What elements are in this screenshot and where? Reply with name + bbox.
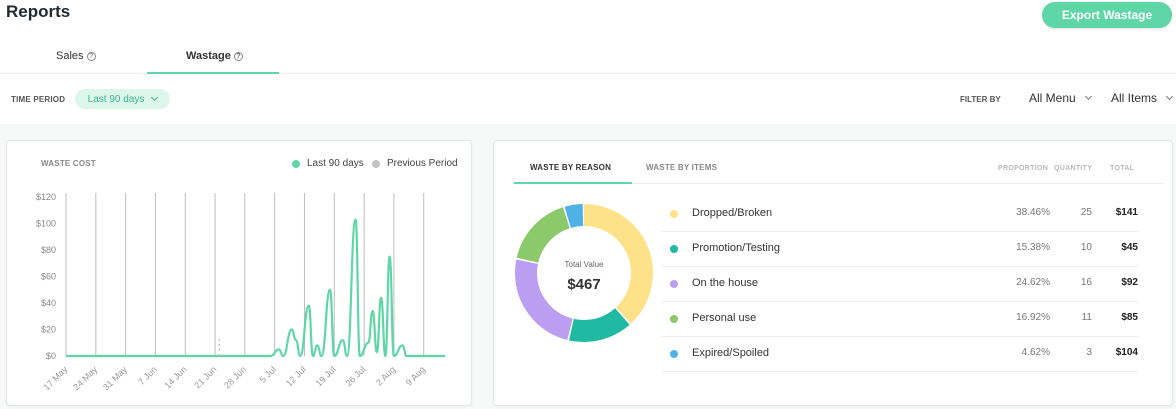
table-row[interactable]: Personal use 16.92% 11 $85	[662, 302, 1138, 337]
x-tick-label: 14 Jun	[162, 364, 188, 390]
tab-sales[interactable]: Sales ?	[56, 50, 96, 62]
menu-filter-value: All Menu	[1029, 91, 1076, 105]
legend-current-label: Last 90 days	[307, 158, 364, 169]
chevron-down-icon	[151, 93, 159, 102]
reason-proportion: 16.92%	[1016, 312, 1050, 323]
series-line-last-90-days	[66, 218, 445, 358]
tab-waste-by-items[interactable]: WASTE BY ITEMS	[646, 163, 718, 172]
active-tab-indicator	[514, 182, 632, 184]
legend-previous-swatch	[372, 159, 380, 168]
help-icon[interactable]: ?	[233, 51, 243, 61]
waste-cost-card: WASTE COST Last 90 days Previous Period …	[6, 140, 472, 406]
y-tick-label: $100	[36, 219, 56, 229]
chevron-down-icon	[1084, 92, 1092, 101]
active-tab-indicator	[147, 72, 279, 74]
filter-by-label: FILTER BY	[960, 95, 1001, 104]
waste-by-reason-card: WASTE BY REASON WASTE BY ITEMS PROPORTIO…	[493, 140, 1173, 406]
reason-proportion: 38.46%	[1016, 207, 1050, 218]
column-header-proportion: PROPORTION	[998, 165, 1049, 172]
waste-cost-title: WASTE COST	[41, 159, 96, 168]
x-tick-label: 9 Aug	[404, 364, 427, 387]
reason-color-swatch	[670, 315, 678, 323]
table-row[interactable]: Dropped/Broken 38.46% 25 $141	[662, 197, 1138, 232]
y-tick-label: $120	[36, 192, 56, 202]
reason-name: Expired/Spoiled	[692, 347, 770, 359]
legend-previous-label: Previous Period	[387, 158, 458, 169]
x-tick-label: 24 May	[71, 364, 99, 392]
reason-name: On the house	[692, 277, 759, 289]
reason-proportion: 15.38%	[1016, 242, 1050, 253]
legend-previous[interactable]: Previous Period	[372, 158, 458, 169]
time-period-value: Last 90 days	[87, 93, 145, 105]
tab-wastage-label: Wastage	[186, 50, 231, 62]
x-tick-label: 5 Jul	[258, 364, 279, 385]
donut-segment-promotion-testing[interactable]	[515, 204, 653, 342]
reason-proportion: 24.62%	[1016, 277, 1050, 288]
reason-color-swatch	[670, 210, 678, 218]
y-tick-label: $0	[46, 351, 56, 361]
items-filter-dropdown[interactable]: All Items	[1111, 91, 1174, 105]
time-period-dropdown[interactable]: Last 90 days	[75, 89, 170, 109]
total-value: $467	[567, 276, 601, 293]
reason-name: Dropped/Broken	[692, 207, 773, 219]
x-tick-label: 26 Jul	[343, 364, 367, 388]
reason-color-swatch	[670, 350, 678, 358]
y-tick-label: $60	[41, 272, 56, 282]
donut-segment-on-the-house[interactable]	[515, 204, 653, 342]
x-tick-label: 19 Jul	[314, 364, 338, 388]
x-tick-label: 12 Jul	[284, 364, 308, 388]
reason-total: $104	[1115, 347, 1138, 358]
tab-sales-label: Sales	[56, 50, 84, 62]
reason-quantity: 11	[1081, 312, 1092, 323]
x-tick-label: 21 Jun	[192, 364, 218, 390]
reason-quantity: 16	[1080, 277, 1092, 288]
time-period-label: TIME PERIOD	[11, 95, 66, 104]
table-row[interactable]: On the house 24.62% 16 $92	[662, 267, 1138, 302]
donut-segments	[515, 204, 653, 342]
items-filter-value: All Items	[1111, 91, 1158, 105]
waste-donut-chart	[515, 204, 653, 342]
reason-quantity: 10	[1080, 242, 1092, 253]
tab-waste-by-reason[interactable]: WASTE BY REASON	[530, 163, 612, 172]
reason-quantity: 3	[1086, 347, 1092, 358]
x-tick-label: 17 May	[41, 364, 69, 392]
x-tick-label: 2 Aug	[374, 364, 397, 387]
table-row[interactable]: Expired/Spoiled 4.62% 3 $104	[662, 337, 1138, 372]
help-icon[interactable]: ?	[86, 51, 96, 61]
reason-name: Personal use	[692, 312, 757, 324]
reason-total: $85	[1121, 312, 1138, 323]
reason-total: $45	[1121, 242, 1138, 253]
tabs-divider	[0, 73, 1176, 74]
reason-color-swatch	[670, 245, 678, 253]
reason-proportion: 4.62%	[1021, 347, 1050, 358]
page-title: Reports	[6, 2, 71, 21]
x-tick-label: 28 Jun	[222, 364, 248, 390]
reason-quantity: 25	[1080, 207, 1092, 218]
menu-filter-dropdown[interactable]: All Menu	[1029, 91, 1092, 105]
reason-color-swatch	[670, 280, 678, 288]
donut-segment-dropped-broken[interactable]	[515, 204, 653, 342]
export-wastage-button[interactable]: Export Wastage	[1042, 2, 1172, 28]
legend-current[interactable]: Last 90 days	[292, 158, 364, 169]
legend-current-swatch	[292, 159, 300, 168]
tabs-divider	[514, 183, 1164, 184]
x-tick-label: 31 May	[101, 364, 129, 392]
column-header-quantity: QUANTITY	[1054, 165, 1093, 172]
y-tick-label: $80	[41, 245, 56, 255]
table-row[interactable]: Promotion/Testing 15.38% 10 $45	[662, 232, 1138, 267]
y-tick-label: $40	[41, 298, 56, 308]
page-header: Reports Export Wastage Sales ? Wastage ?…	[0, 0, 1176, 124]
column-header-total: TOTAL	[1110, 165, 1135, 172]
tab-wastage[interactable]: Wastage ?	[186, 50, 243, 62]
waste-cost-chart: $0 $20 $40 $60 $80 $100 $120 17 May 24 May 31 May…	[36, 192, 445, 392]
reason-name: Promotion/Testing	[692, 242, 781, 254]
x-tick-label: 7 Jun	[136, 364, 159, 387]
reason-total: $141	[1115, 207, 1138, 218]
reason-total: $92	[1121, 277, 1138, 288]
y-tick-label: $20	[41, 325, 56, 335]
chevron-down-icon	[1165, 92, 1174, 101]
total-value-label: Total Value	[564, 260, 604, 269]
